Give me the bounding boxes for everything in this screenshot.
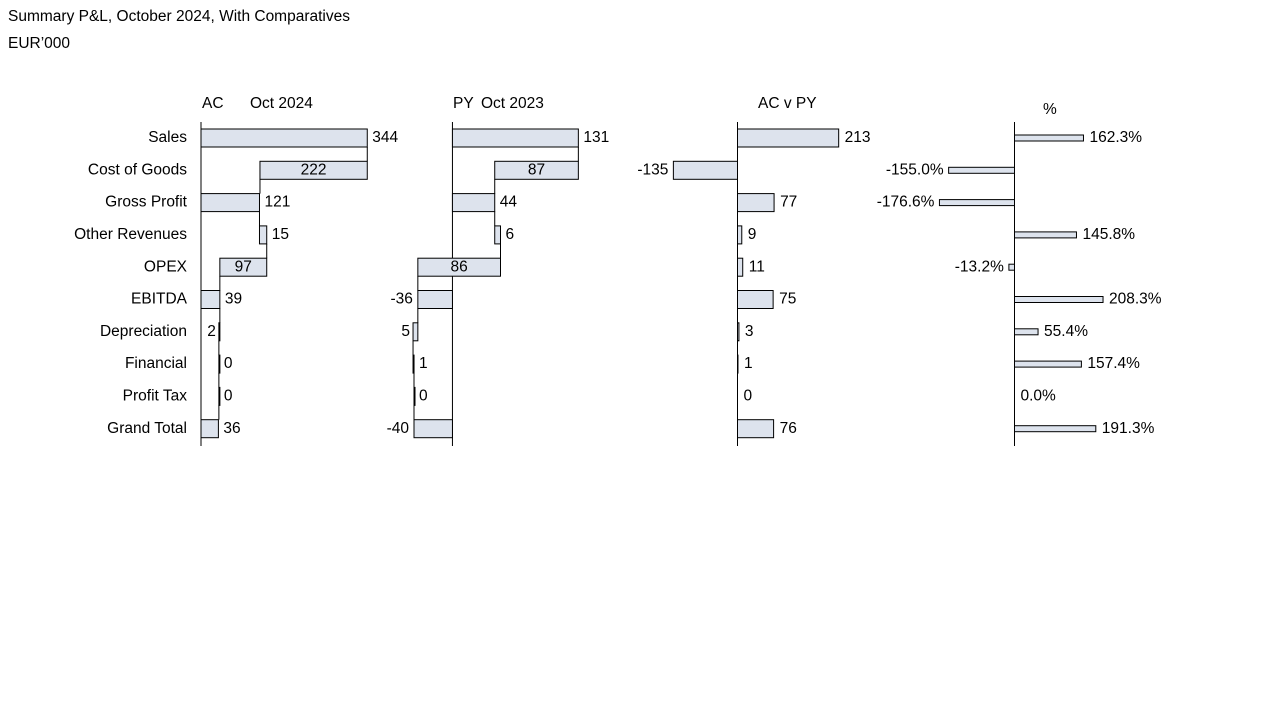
data-label: 0 [744, 387, 753, 404]
bar [200, 290, 221, 309]
data-label: 55.4% [1044, 323, 1088, 340]
page-subtitle: EUR’000 [8, 35, 70, 52]
bar [737, 419, 775, 439]
data-label: -176.6% [877, 194, 935, 211]
data-label: 86 [451, 258, 468, 275]
data-label: 3 [745, 323, 754, 340]
panel-title: % [1043, 101, 1057, 118]
data-label: 1 [744, 355, 753, 372]
bar [737, 322, 740, 342]
bar [494, 225, 502, 245]
panel-title: PY [453, 95, 474, 112]
bar [200, 128, 368, 148]
category-label: Cost of Goods [88, 161, 187, 178]
category-label: Gross Profit [105, 194, 188, 211]
bar [412, 354, 415, 374]
data-label: -40 [387, 420, 410, 437]
bar [218, 322, 221, 342]
data-label: 36 [223, 420, 240, 437]
panel-subtitle: Oct 2024 [250, 95, 313, 112]
bar [1014, 134, 1084, 142]
bar [413, 386, 416, 406]
bar [672, 160, 738, 180]
data-label: 97 [235, 258, 252, 275]
data-label: 157.4% [1087, 355, 1140, 372]
panel-subtitle: Oct 2023 [481, 95, 544, 112]
category-label: Financial [125, 355, 187, 372]
bar [1008, 263, 1016, 271]
bar [417, 257, 502, 277]
data-label: 145.8% [1082, 226, 1135, 243]
data-label: 77 [780, 194, 797, 211]
data-label: 76 [780, 420, 797, 437]
bar [1014, 360, 1082, 368]
bar [413, 419, 453, 439]
data-label: 162.3% [1089, 129, 1142, 146]
bar [1014, 328, 1039, 336]
bar [737, 225, 743, 245]
data-label: 9 [748, 226, 757, 243]
bar [1014, 425, 1097, 433]
data-label: 131 [583, 129, 609, 146]
category-label: Profit Tax [123, 387, 188, 404]
data-label: -155.0% [886, 161, 944, 178]
data-label: 0.0% [1021, 387, 1057, 404]
data-label: 44 [500, 194, 518, 211]
bar [219, 257, 268, 277]
data-label: 0 [419, 387, 428, 404]
panel-title: AC v PY [758, 95, 817, 112]
category-label: EBITDA [131, 291, 188, 308]
bar [948, 166, 1015, 174]
data-label: 39 [225, 291, 242, 308]
data-label: 87 [528, 161, 545, 178]
data-label: 15 [272, 226, 289, 243]
data-label: 213 [845, 129, 871, 146]
category-label: Grand Total [107, 420, 187, 437]
bar [938, 199, 1016, 207]
bar [451, 128, 579, 148]
bar [258, 225, 268, 245]
data-label: 121 [264, 194, 290, 211]
bar [737, 290, 774, 309]
bar [200, 193, 260, 213]
data-label: 11 [749, 258, 765, 275]
data-label: 222 [301, 161, 327, 178]
bar [1014, 231, 1077, 239]
data-label: -135 [637, 161, 668, 178]
bar [737, 128, 840, 148]
data-label: 208.3% [1109, 291, 1162, 308]
panel-title: AC [202, 95, 224, 112]
category-label: Sales [148, 129, 187, 146]
category-label: OPEX [144, 258, 188, 275]
data-label: 344 [372, 129, 398, 146]
bar [200, 419, 219, 439]
data-label: 75 [779, 291, 796, 308]
bar [218, 354, 221, 374]
data-label: 0 [224, 387, 233, 404]
bar [417, 290, 453, 309]
category-label: Other Revenues [74, 226, 187, 243]
data-label: 0 [224, 355, 233, 372]
data-label: -36 [390, 291, 412, 308]
bar [494, 160, 579, 180]
data-label: 2 [207, 323, 216, 340]
data-label: 191.3% [1102, 420, 1155, 437]
bar [737, 193, 775, 213]
data-label: 1 [419, 355, 428, 372]
bar [259, 160, 368, 180]
data-label: -13.2% [955, 258, 1004, 275]
category-label: Depreciation [100, 323, 187, 340]
bar [1014, 296, 1104, 303]
page-title: Summary P&L, October 2024, With Comparat… [8, 8, 350, 25]
bar [451, 193, 496, 213]
bar [412, 322, 419, 342]
data-label: 6 [506, 226, 515, 243]
bar [218, 386, 221, 406]
data-label: 5 [401, 323, 410, 340]
bar [737, 257, 744, 277]
